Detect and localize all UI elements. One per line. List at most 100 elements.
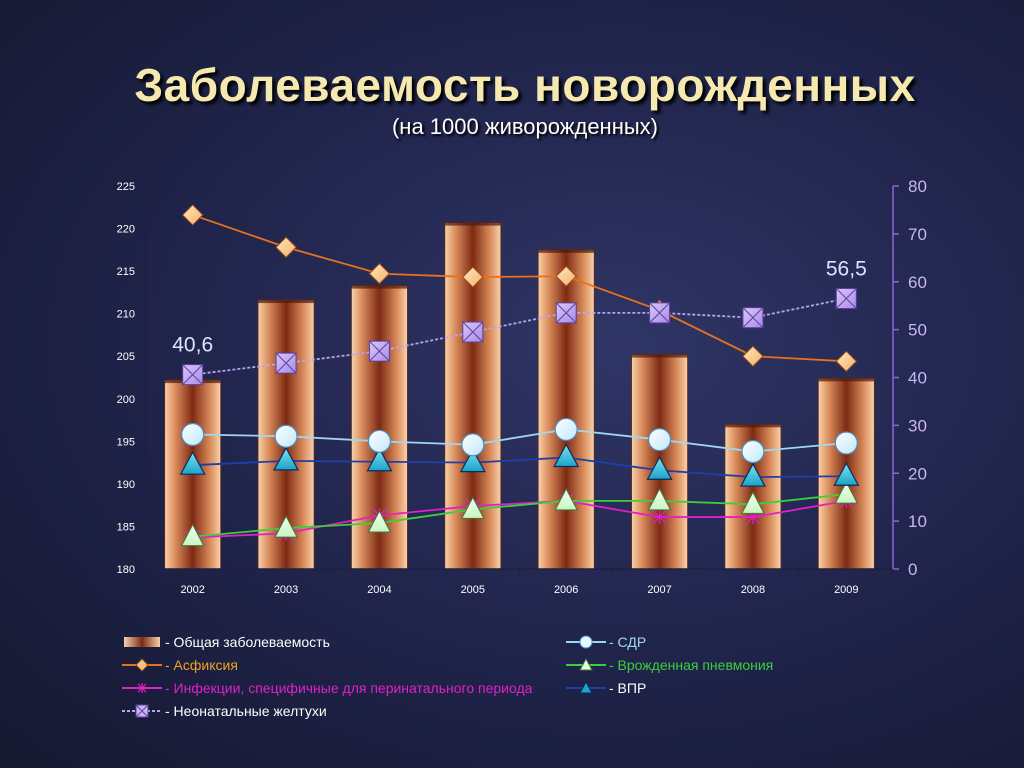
left-tick-label: 190 [117,479,135,491]
diamond-marker [275,236,297,258]
bar-legend-swatch [124,637,160,647]
x-tick-label: 2003 [274,584,298,596]
left-tick-label: 220 [117,224,135,236]
x-tick-label: 2007 [647,584,671,596]
triangle-green-marker [274,515,298,538]
xbox-cross [275,352,297,374]
chart-title: Заболеваемость новорожденных [134,59,916,111]
diamond-legend-swatch [122,658,162,672]
bar-2006 [537,249,595,570]
triangle-marker [366,447,393,472]
legend-item: - ВПР [566,679,646,697]
xbox-cross [835,288,857,309]
circle-marker [834,431,858,455]
circle-marker [554,417,578,442]
asterisk-legend-swatch [122,683,162,693]
xbox-marker [462,321,484,343]
triangle-green-marker [834,481,859,504]
left-tick-label: 185 [117,521,135,533]
asterisk-stroke [652,509,668,525]
bar-top-edge [631,354,688,358]
bar-top-edge [351,285,408,289]
left-tick-label: 200 [117,394,135,406]
triangle-marker [553,443,580,468]
triangle-marker [459,448,486,473]
xbox-cross [182,364,204,385]
bar-top-edge [258,300,315,304]
triangle-marker [646,456,673,480]
legend-label: - СДР [609,634,647,650]
legend-item: - Асфиксия [122,656,238,674]
diamond-marker [835,350,858,373]
series-line-diamond [192,214,847,363]
triangle-marker [179,450,206,475]
circle-marker [181,422,205,447]
circle-marker [461,433,485,457]
diamond-marker [555,265,577,287]
x-tick-label: 2005 [461,584,485,596]
circle-legend-swatch [566,635,606,649]
bar-top-edge [444,222,501,226]
legend-label: - Врожденная пневмония [609,657,774,673]
left-tick-label: 210 [117,309,135,321]
right-tick-label: 60 [908,273,927,292]
x-tick-label: 2006 [554,584,578,596]
diamond-marker [462,266,484,288]
xbox-cross [555,302,577,324]
data-label: 40,6 [172,334,213,357]
triangle-marker [833,461,860,486]
right-tick-label: 40 [908,369,927,388]
diamond-marker [181,204,204,226]
circle-marker [367,429,392,453]
triangle-marker [739,462,766,487]
triangle-green-marker [460,496,485,519]
series-line-triangle [192,456,847,478]
triangle-green-marker [647,487,672,511]
xbox-marker [649,302,671,324]
triangle-green-marker [554,487,579,511]
right-tick-label: 0 [908,560,917,579]
legend-label: - Неонатальные желтухи [165,703,327,719]
bar-top-edge [818,378,875,382]
diamond-marker [368,262,391,285]
right-tick-label: 80 [908,177,927,196]
xbox-marker [368,340,390,362]
series-line-circle [192,428,847,453]
xbox-marker [182,364,204,386]
circle-marker [647,428,672,452]
xbox-cross [369,340,390,362]
triangle-green-marker [180,523,205,547]
right-tick-label: 20 [908,464,927,483]
triangle-legend-swatch [566,680,606,694]
x-tick-label: 2009 [834,584,858,596]
xbox-cross [462,321,484,343]
xbox-marker [555,302,577,324]
triangle-green-marker [367,509,392,533]
left-tick-label: 205 [117,351,135,363]
xbox-cross [742,307,764,329]
bar-top-edge [724,424,781,428]
legend-label: - Общая заболеваемость [165,634,330,650]
bar-top-edge [538,249,595,253]
left-tick-label: 180 [117,564,135,576]
right-tick-label: 30 [908,416,927,435]
xbox-marker [275,352,297,374]
triangle-marker [273,446,300,471]
xbox-marker [835,288,857,310]
xbox-cross [649,302,670,324]
right-tick-label: 10 [908,512,927,531]
triangle-green-marker [741,491,765,514]
right-tick-label: 50 [908,321,927,340]
triangle-green-legend-swatch [566,657,606,671]
legend-item: - Неонатальные желтухи [122,702,327,720]
legend-label: - Асфиксия [165,657,238,673]
chart-subtitle: (на 1000 живорожденных) [391,114,658,139]
legend-item: - Общая заболеваемость [122,633,330,651]
x-tick-label: 2004 [367,584,391,596]
series-line-xbox [192,297,847,376]
legend-item: - Инфекции, специфичные для перинатально… [122,679,532,697]
circle-marker [741,439,765,464]
asterisk-marker [652,509,668,525]
legend-label: - ВПР [609,680,647,696]
